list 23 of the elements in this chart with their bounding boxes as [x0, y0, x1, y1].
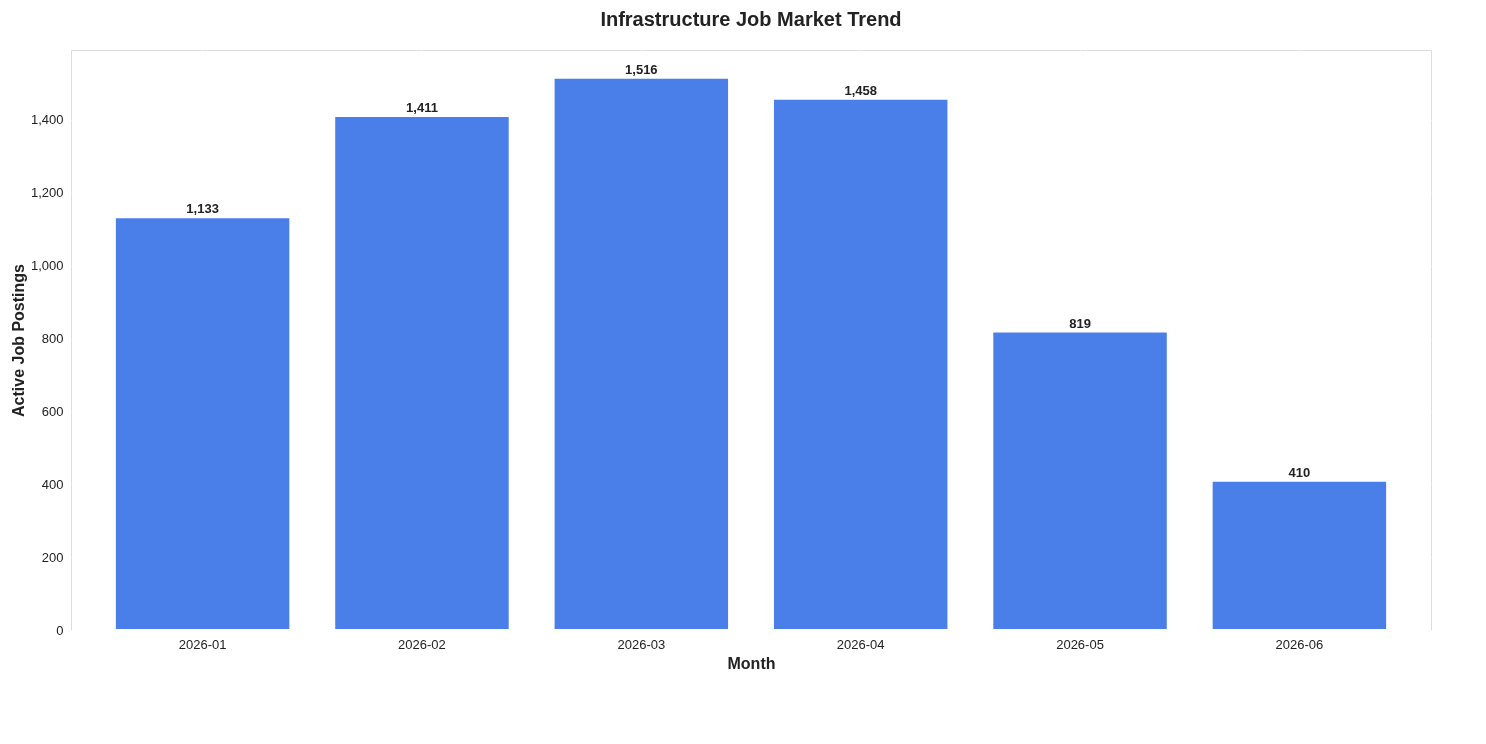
- data-label: 1,411: [406, 99, 438, 115]
- x-tick-label: 2026-02: [398, 636, 446, 652]
- data-label: 1,516: [625, 61, 658, 77]
- y-tick-label: 1,000: [30, 258, 64, 274]
- data-label: 819: [1069, 315, 1091, 331]
- y-axis-title: Active Job Postings: [9, 263, 27, 417]
- y-tick-label: 1,200: [30, 185, 64, 201]
- data-label: 410: [1288, 464, 1311, 480]
- x-tick-label: 2026-01: [178, 636, 227, 652]
- data-label: 1,458: [844, 82, 877, 98]
- y-tick-label: 600: [41, 403, 64, 419]
- data-label: 1,133: [186, 201, 219, 217]
- y-tick-label: 1,400: [30, 112, 64, 128]
- x-tick-label: 2026-04: [836, 636, 885, 652]
- x-tick-label: 2026-03: [617, 636, 666, 652]
- y-tick-label: 200: [41, 549, 64, 565]
- x-axis-title: Month: [727, 654, 776, 672]
- x-tick-label: 2026-05: [1056, 636, 1104, 652]
- chart-title: Infrastructure Job Market Trend: [600, 8, 902, 30]
- y-tick-label: 400: [41, 476, 64, 492]
- y-tick-label: 800: [41, 331, 64, 347]
- x-tick-label: 2026-06: [1275, 636, 1324, 652]
- y-tick-label: 0: [56, 622, 64, 638]
